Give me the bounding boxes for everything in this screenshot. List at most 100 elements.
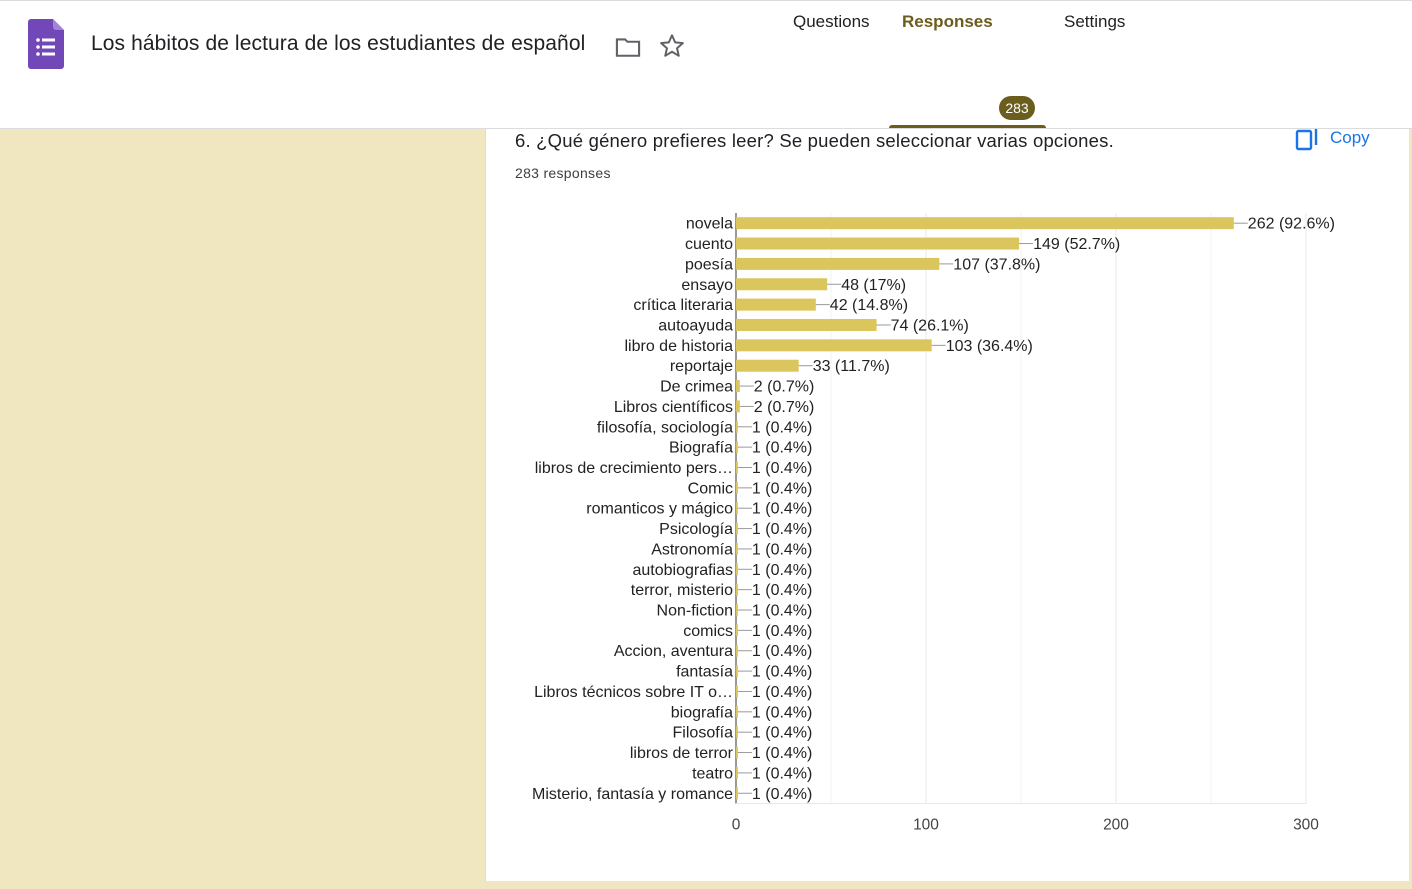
- data-label: 33 (11.7%): [813, 358, 890, 375]
- category-label: fantasía: [676, 664, 733, 681]
- category-label: cuento: [685, 236, 733, 253]
- bar: [736, 257, 940, 270]
- bar: [736, 441, 738, 454]
- bar: [736, 665, 738, 678]
- category-label: libro de historia: [625, 338, 734, 355]
- star-icon[interactable]: [658, 32, 686, 60]
- category-label: Accion, aventura: [614, 643, 733, 660]
- data-label: 103 (36.4%): [946, 338, 1033, 355]
- form-title[interactable]: Los hábitos de lectura de los estudiante…: [91, 32, 586, 55]
- category-label: Libros científicos: [614, 399, 733, 416]
- data-label: 1 (0.4%): [752, 440, 812, 457]
- category-label: De crimea: [660, 379, 733, 396]
- x-tick-label: 200: [1103, 816, 1129, 833]
- category-label: crítica literaria: [633, 297, 733, 314]
- bar: [736, 563, 738, 576]
- tab-responses[interactable]: Responses: [902, 12, 993, 31]
- data-label: 2 (0.7%): [754, 399, 814, 416]
- data-label: 1 (0.4%): [752, 623, 812, 640]
- x-tick-label: 300: [1293, 816, 1319, 833]
- data-label: 1 (0.4%): [752, 643, 812, 660]
- category-label: Comic: [688, 480, 733, 497]
- active-tab-indicator: [889, 125, 1046, 128]
- data-label: 1 (0.4%): [752, 460, 812, 477]
- bar: [736, 542, 738, 555]
- bar-chart: 0 100 200 300 novela 262 (92.6%) cuento 149 (52…: [532, 213, 1335, 833]
- bar: [736, 481, 738, 494]
- bar: [736, 583, 738, 596]
- category-label: Misterio, fantasía y romance: [532, 786, 733, 803]
- category-label: Non-fiction: [657, 603, 733, 620]
- category-label: Astronomía: [651, 541, 733, 558]
- category-label: filosofía, sociología: [597, 419, 733, 436]
- bar: [736, 420, 738, 433]
- bar: [736, 766, 738, 779]
- bar: [736, 359, 799, 372]
- category-label: libros de terror: [630, 745, 734, 762]
- category-label: terror, misterio: [631, 582, 733, 599]
- data-label: 262 (92.6%): [1248, 216, 1335, 233]
- question-summary-card: 0 100 200 300 novela 262 (92.6%) cuento 149 (52…: [485, 125, 1409, 881]
- data-label: 1 (0.4%): [752, 603, 812, 620]
- question-title: 6. ¿Qué género prefieres leer? Se pueden…: [515, 130, 1114, 151]
- folder-icon[interactable]: [614, 33, 642, 61]
- bar: [736, 318, 877, 331]
- responses-count-badge: 283: [999, 96, 1035, 120]
- bar: [736, 624, 738, 637]
- bar: [736, 298, 816, 311]
- bar: [736, 644, 738, 657]
- category-label: Psicología: [659, 521, 733, 538]
- bar: [736, 604, 738, 617]
- data-label: 1 (0.4%): [752, 765, 812, 782]
- data-label: 1 (0.4%): [752, 664, 812, 681]
- data-label: 1 (0.4%): [752, 480, 812, 497]
- bar: [736, 705, 738, 718]
- bar: [736, 339, 932, 352]
- bar: [736, 787, 738, 800]
- bar: [736, 380, 740, 393]
- category-label: reportaje: [670, 358, 733, 375]
- category-label: autobiografias: [632, 562, 733, 579]
- data-label: 42 (14.8%): [830, 297, 908, 314]
- category-label: romanticos y mágico: [586, 501, 733, 518]
- bar: [736, 461, 738, 474]
- category-label: biografía: [671, 704, 733, 721]
- data-label: 1 (0.4%): [752, 786, 812, 803]
- bar: [736, 400, 740, 413]
- category-label: Biografía: [669, 440, 733, 457]
- google-forms-icon[interactable]: [28, 19, 64, 69]
- x-tick-label: 0: [732, 816, 741, 833]
- bar: [736, 746, 738, 759]
- data-label: 1 (0.4%): [752, 419, 812, 436]
- data-label: 1 (0.4%): [752, 562, 812, 579]
- tab-settings[interactable]: Settings: [1064, 12, 1126, 31]
- data-label: 2 (0.7%): [754, 379, 814, 396]
- bar: [736, 278, 828, 291]
- bar: [736, 237, 1020, 250]
- data-label: 107 (37.8%): [953, 256, 1040, 273]
- category-label: novela: [686, 216, 733, 233]
- bar: [736, 522, 738, 535]
- category-label: teatro: [692, 765, 733, 782]
- category-label: Filosofía: [673, 725, 734, 742]
- category-label: autoayuda: [658, 317, 733, 334]
- tab-questions[interactable]: Questions: [793, 12, 870, 31]
- copy-label: Copy: [1330, 128, 1370, 147]
- category-label: ensayo: [681, 277, 733, 294]
- data-label: 1 (0.4%): [752, 541, 812, 558]
- data-label: 1 (0.4%): [752, 704, 812, 721]
- category-label: comics: [683, 623, 733, 640]
- bar: [736, 726, 738, 739]
- data-label: 1 (0.4%): [752, 501, 812, 518]
- bar: [736, 502, 738, 515]
- data-label: 48 (17%): [841, 277, 906, 294]
- data-label: 1 (0.4%): [752, 725, 812, 742]
- data-label: 149 (52.7%): [1033, 236, 1120, 253]
- category-label: poesía: [685, 256, 733, 273]
- x-tick-label: 100: [913, 816, 939, 833]
- data-label: 1 (0.4%): [752, 684, 812, 701]
- category-label: libros de crecimiento pers…: [535, 460, 733, 477]
- data-label: 74 (26.1%): [891, 317, 969, 334]
- bar: [736, 685, 738, 698]
- app-header: Los hábitos de lectura de los estudiante…: [0, 0, 1412, 129]
